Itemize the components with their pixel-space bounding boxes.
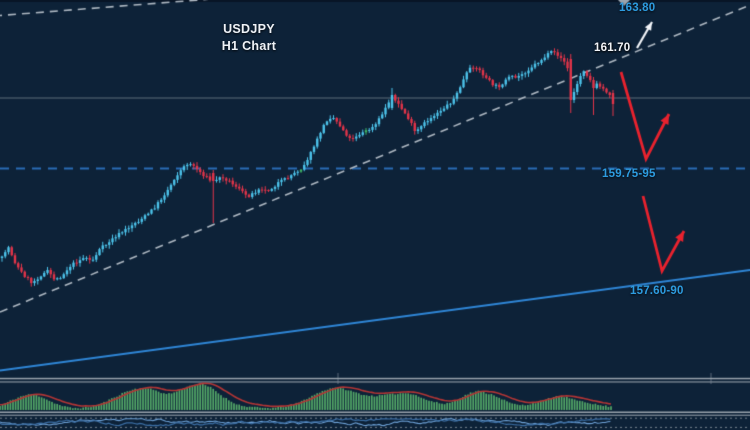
timeframe-title: H1 Chart <box>221 39 277 53</box>
level-label-157-60-90: 157.60-90 <box>630 285 684 297</box>
level-label-161-70: 161.70 <box>594 42 631 54</box>
level-label-159-75-95: 159.75-95 <box>602 168 656 180</box>
instrument-title: USDJPY <box>223 22 275 36</box>
level-label-163-80: 163.80 <box>619 2 656 14</box>
chart-title-block: USDJPY H1 Chart <box>203 21 295 55</box>
